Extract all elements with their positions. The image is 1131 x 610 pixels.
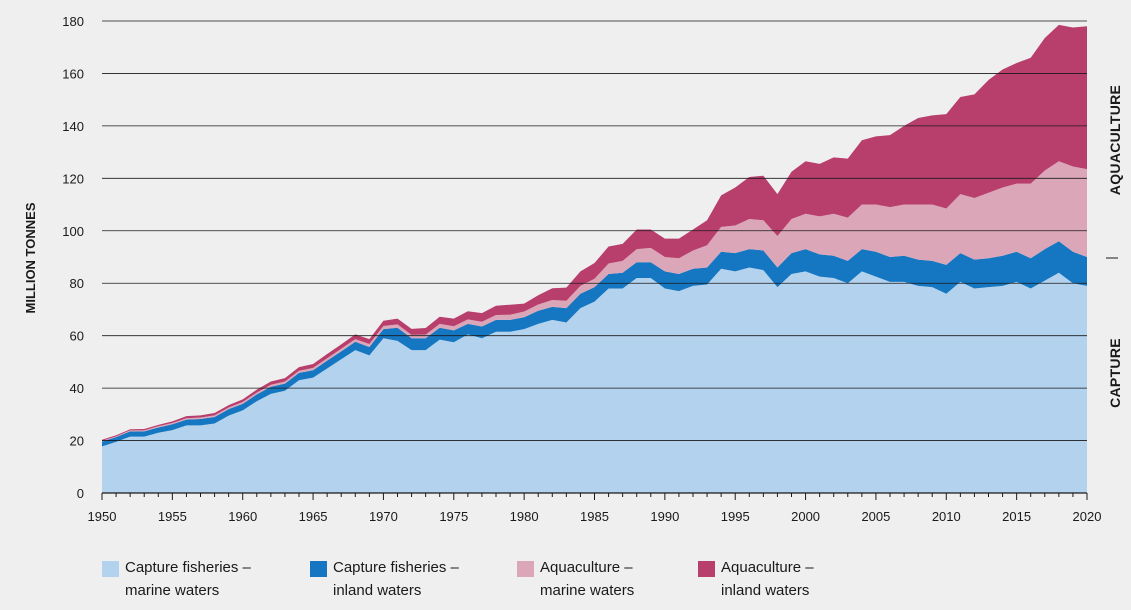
x-tick-label: 2005 (861, 509, 890, 524)
legend-label: Capture fisheries – (125, 559, 251, 576)
y-tick-label: 160 (62, 66, 84, 81)
y-tick-label: 180 (62, 14, 84, 29)
x-tick-label: 1955 (158, 509, 187, 524)
legend-label: Aquaculture – (540, 559, 633, 576)
x-tick-label: 2020 (1073, 509, 1102, 524)
legend-label: marine waters (540, 582, 635, 599)
y-tick-label: 80 (70, 276, 84, 291)
legend-label: inland waters (721, 582, 810, 599)
area-series-3 (102, 161, 1087, 442)
x-tick-label: 1990 (650, 509, 679, 524)
x-tick-label: 2000 (791, 509, 820, 524)
y-axis-title: MILLION TONNES (23, 202, 38, 313)
legend-item-aquaculture-inland: Aquaculture – inland waters (698, 556, 814, 602)
area-series-2 (102, 241, 1087, 447)
x-tick-label: 1985 (580, 509, 609, 524)
x-tick-label: 1975 (439, 509, 468, 524)
x-tick-label: 2010 (932, 509, 961, 524)
x-tick-label: 1950 (88, 509, 117, 524)
y-tick-label: 20 (70, 434, 84, 449)
y-tick-label: 40 (70, 381, 84, 396)
legend-label: marine waters (125, 582, 220, 599)
y-tick-label: 100 (62, 224, 84, 239)
legend-swatch-capture-inland (310, 561, 327, 577)
legend-label: Capture fisheries – (333, 559, 459, 576)
x-tick-label: 1980 (510, 509, 539, 524)
aquaculture-side-label: AQUACULTURE (1107, 85, 1123, 195)
axes: 0 20 40 60 80 100 120 140 160 180 1950 1955 1960 1965… (62, 14, 1101, 524)
y-tick-label: 0 (77, 486, 84, 501)
legend-swatch-aquaculture-inland (698, 561, 715, 577)
stacked-areas (102, 24, 1087, 493)
chart: 0 20 40 60 80 100 120 140 160 180 1950 1955 1960 1965… (23, 14, 1123, 524)
x-tick-label: 2015 (1002, 509, 1031, 524)
legend-item-capture-inland: Capture fisheries – inland waters (310, 556, 459, 602)
area-series-1 (102, 267, 1087, 493)
y-tick-label: 140 (62, 119, 84, 134)
capture-side-label: CAPTURE (1107, 338, 1123, 408)
x-tick-label: 1995 (721, 509, 750, 524)
legend-label: Aquaculture – (721, 559, 814, 576)
x-tick-label: 1965 (299, 509, 328, 524)
legend-label: inland waters (333, 582, 422, 599)
y-tick-label: 120 (62, 171, 84, 186)
legend-item-capture-marine: Capture fisheries – marine waters (102, 556, 251, 602)
legend: Capture fisheries – marine waters Capture… (0, 556, 1131, 606)
y-tick-label: 60 (70, 329, 84, 344)
legend-swatch-aquaculture-marine (517, 561, 534, 577)
legend-item-aquaculture-marine: Aquaculture – marine waters (517, 556, 634, 602)
x-tick-label: 1960 (228, 509, 257, 524)
legend-swatch-capture-marine (102, 561, 119, 577)
x-tick-label: 1970 (369, 509, 398, 524)
